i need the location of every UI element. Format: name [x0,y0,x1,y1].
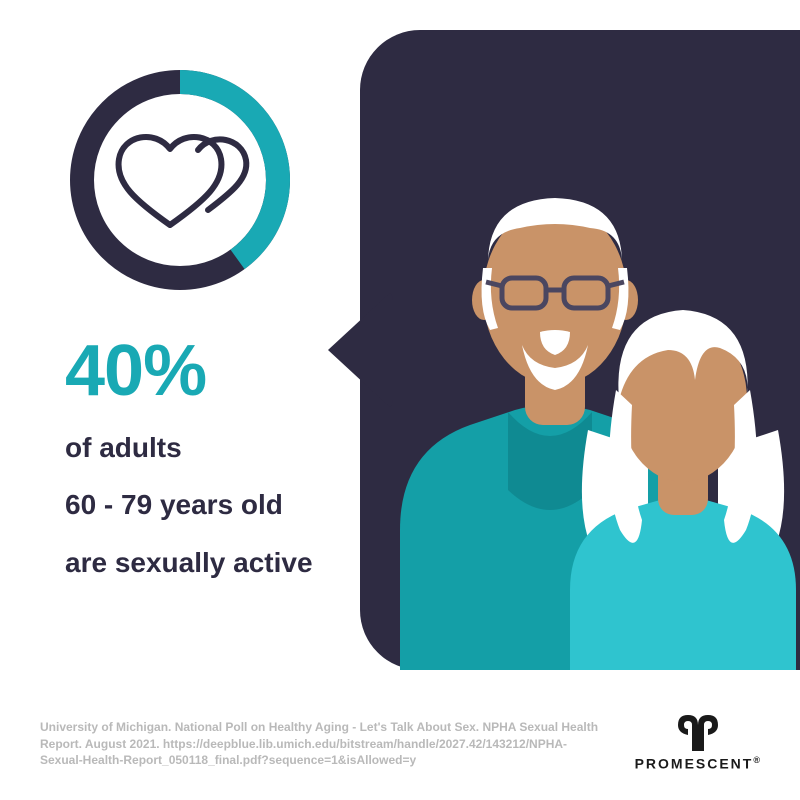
citation-text: University of Michigan. National Poll on… [40,719,600,768]
stat-line-1: of adults [65,426,365,469]
woman-figure [570,310,796,670]
woman-shirt [570,498,796,671]
couple-illustration [380,150,800,670]
brand-logo: PROMESCENT® [635,711,762,772]
brand-name: PROMESCENT® [635,755,762,772]
stat-block: 40% of adults 60 - 79 years old are sexu… [65,330,365,584]
stat-line-2: 60 - 79 years old [65,483,365,526]
brand-mark-icon [674,711,722,751]
stat-percent: 40% [65,330,365,412]
illustration-panel [360,30,800,670]
donut-chart [65,65,295,295]
stat-line-3: are sexually active [65,541,365,584]
